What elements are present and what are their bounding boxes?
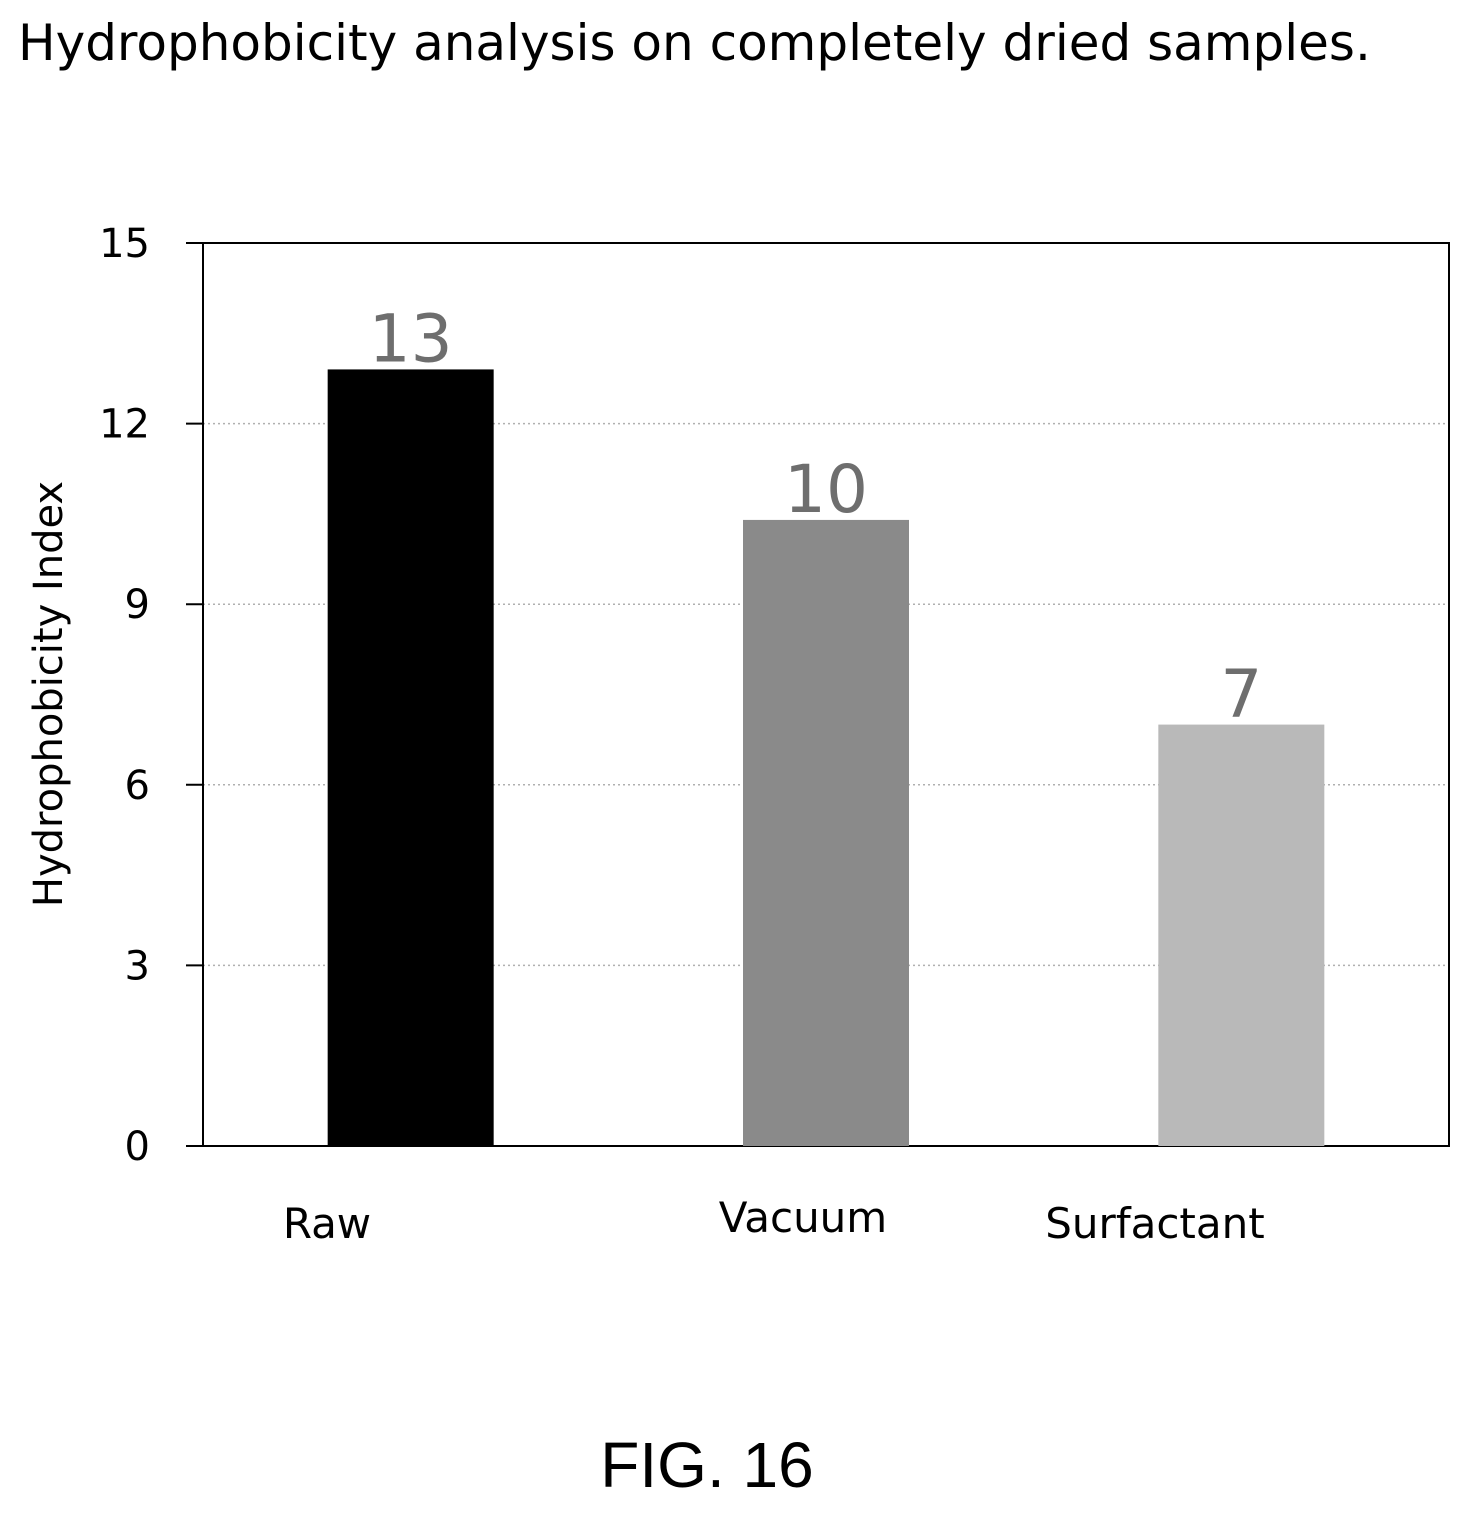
y-axis-title: Hydrophobicity Index: [26, 481, 72, 907]
category-label-vacuum: Vacuum: [719, 1193, 887, 1242]
y-tick-label: 0: [125, 1124, 150, 1170]
y-tick-label: 9: [125, 582, 150, 628]
bars: [327, 369, 1325, 1146]
bar-vacuum: [743, 519, 909, 1146]
figure-label: FIG. 16: [600, 1429, 814, 1501]
data-label-raw: 13: [369, 300, 453, 377]
page-title: Hydrophobicity analysis on completely dr…: [18, 14, 1371, 72]
y-tick-label: 6: [125, 763, 150, 809]
y-tick-label: 15: [99, 221, 150, 267]
bar-raw: [327, 369, 494, 1146]
data-label-vacuum: 10: [784, 451, 868, 528]
category-label-surfactant: Surfactant: [1045, 1199, 1264, 1248]
bar-surfactant: [1158, 724, 1325, 1146]
data-labels: 13 10 7: [369, 300, 1263, 732]
category-label-raw: Raw: [283, 1199, 371, 1248]
y-tick-label: 12: [99, 402, 150, 448]
y-tick-label: 3: [125, 943, 150, 989]
data-label-surfactant: 7: [1220, 656, 1262, 733]
category-labels: Raw Vacuum Surfactant: [283, 1193, 1265, 1248]
